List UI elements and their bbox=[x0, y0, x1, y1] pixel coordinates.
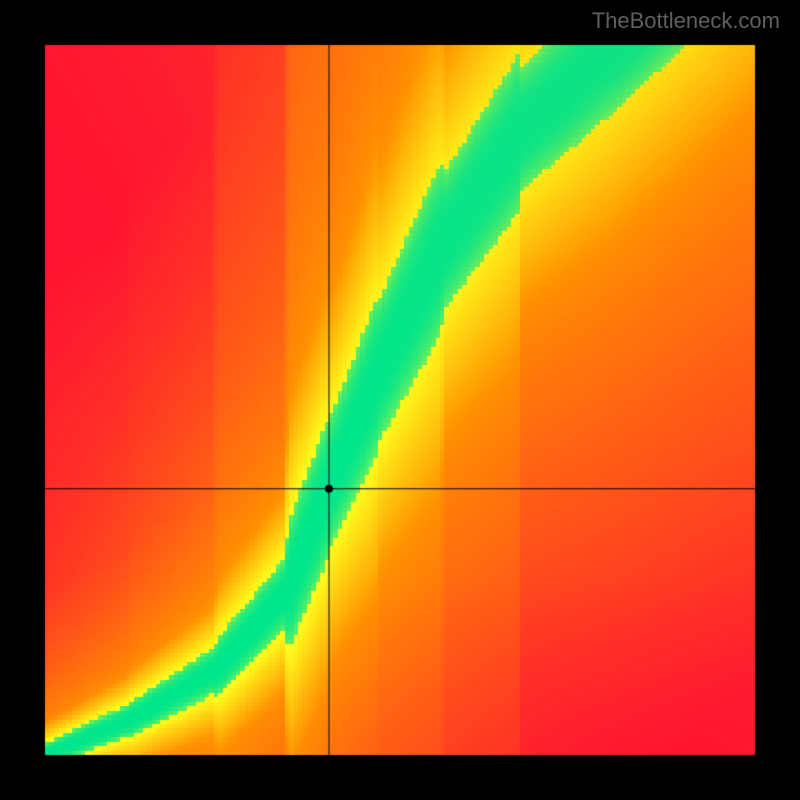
heatmap-canvas bbox=[0, 0, 800, 800]
watermark-text: TheBottleneck.com bbox=[592, 8, 780, 34]
chart-container: TheBottleneck.com bbox=[0, 0, 800, 800]
